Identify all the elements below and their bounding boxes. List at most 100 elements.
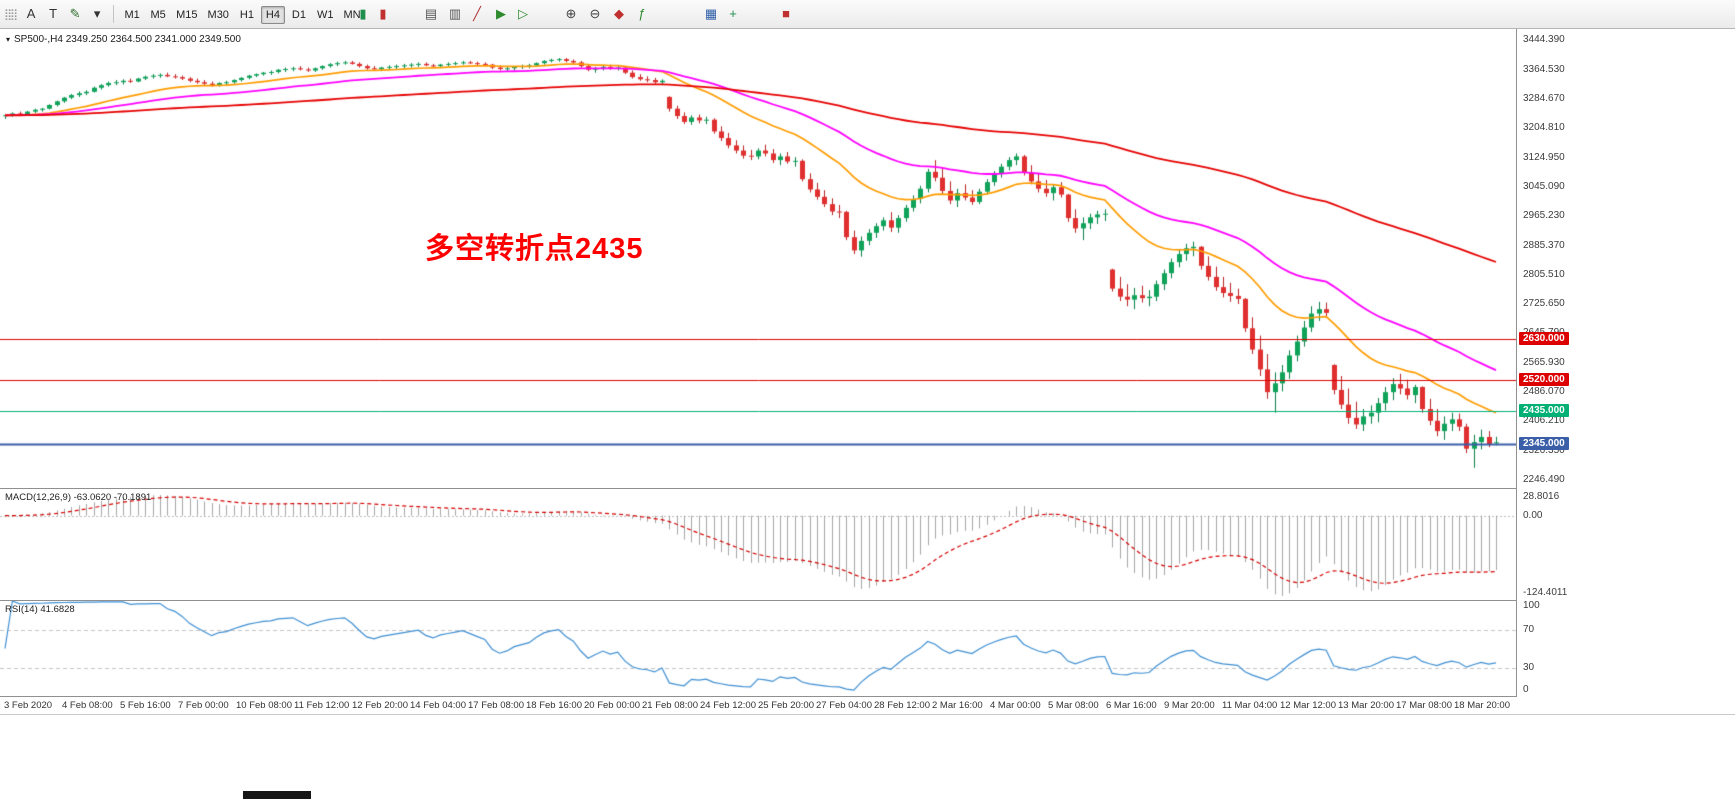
price-axis-label: 2805.510 [1523, 268, 1565, 280]
time-axis-label: 21 Feb 08:00 [642, 700, 698, 711]
chart-annotation-text[interactable]: 多空转折点2435 [425, 233, 644, 265]
time-axis-label: 4 Mar 00:00 [990, 700, 1041, 711]
time-axis-label: 3 Feb 2020 [4, 700, 53, 711]
rsi-axis-label: 100 [1523, 600, 1540, 611]
price-axis-label: 3364.530 [1523, 63, 1565, 75]
remove-object-icon[interactable]: ■ [782, 6, 790, 21]
macd-axis-min-label: -124.4011 [1523, 587, 1568, 598]
timeframe-button-w1[interactable]: W1 [316, 8, 334, 21]
price-line-tag: 2630.000 [1519, 332, 1569, 346]
taskbar-fragment [243, 791, 311, 799]
time-axis-label: 12 Mar 12:00 [1280, 700, 1336, 711]
time-axis-label: 10 Feb 08:00 [236, 700, 292, 711]
time-axis-label: 25 Feb 20:00 [758, 700, 814, 711]
price-axis[interactable]: 3444.390 3364.530 3284.670 3204.810 3124.950… [1518, 29, 1735, 489]
zoom-out-icon[interactable]: ⊖ [589, 6, 601, 21]
time-axis-label: 4 Feb 08:00 [62, 700, 113, 711]
toolbar-drag-handle-icon[interactable]: ⣿⣿ [4, 8, 18, 21]
price-axis-label: 3045.090 [1523, 180, 1565, 192]
timeframe-button-h4[interactable]: H4 [260, 5, 285, 24]
toolbar-separator [113, 5, 115, 23]
price-axis-label: 2725.650 [1523, 298, 1565, 310]
rsi-axis-label: 0 [1523, 684, 1529, 695]
top-toolbar: ⣿⣿ A T ✎ ▾ M1 M5 M15 M30 H1 H4 D1 W1 MN ▮ ▮ ▤ ▥ ╱ ▶ ▷ ⊕ ⊖ ◆ ƒ… [0, 0, 1735, 29]
macd-axis[interactable]: 28.8016 0.00 -124.4011 [1518, 489, 1735, 601]
time-axis-label: 17 Mar 08:00 [1396, 700, 1452, 711]
price-axis-label: 2406.210 [1523, 415, 1565, 427]
time-axis-label: 5 Feb 16:00 [120, 700, 171, 711]
price-axis-label: 2326.350 [1523, 444, 1565, 456]
draw-tool-icon[interactable]: ✎ [69, 6, 81, 21]
time-axis-label: 28 Feb 12:00 [874, 700, 930, 711]
price-axis-label: 2885.370 [1523, 239, 1565, 251]
timeframe-button-m1[interactable]: M1 [124, 8, 140, 21]
macd-axis-zero-label: 0.00 [1523, 509, 1543, 521]
add-indicator-icon[interactable]: ƒ [638, 6, 646, 21]
macd-axis-max-label: 28.8016 [1523, 491, 1560, 502]
main-chart-canvas[interactable] [0, 29, 1516, 488]
timeframe-toolbar: M1 M5 M15 M30 H1 H4 D1 W1 MN [119, 5, 365, 24]
time-axis-label: 17 Feb 08:00 [468, 700, 524, 711]
text-label-tool-icon[interactable]: A [26, 6, 36, 21]
price-line-tag: 2345.000 [1519, 436, 1569, 450]
rsi-axis[interactable]: 100 70 30 0 [1518, 600, 1735, 697]
price-axis-label: 3444.390 [1523, 34, 1565, 46]
time-axis-label: 27 Feb 04:00 [816, 700, 872, 711]
drawing-tools-group: A T ✎ ▾ [20, 4, 108, 24]
timeframe-button-h1[interactable]: H1 [239, 8, 254, 21]
price-axis-label: 3204.810 [1523, 122, 1565, 134]
time-axis-label: 2 Mar 16:00 [932, 700, 983, 711]
price-axis-label: 2965.230 [1523, 210, 1565, 222]
time-axis-label: 7 Feb 00:00 [178, 700, 229, 711]
new-order-icon[interactable]: ◆ [614, 6, 624, 21]
time-axis[interactable]: 3 Feb 2020 4 Feb 08:00 5 Feb 16:00 7 Feb 00… [0, 697, 1735, 715]
trendline-icon[interactable]: ╱ [473, 6, 481, 21]
timeframe-button-d1[interactable]: D1 [291, 8, 306, 21]
time-axis-label: 18 Feb 16:00 [526, 700, 582, 711]
grid-icon[interactable]: ▥ [448, 6, 462, 21]
rsi-label: RSI(14) 41.6828 [5, 604, 75, 615]
price-axis-label: 3124.950 [1523, 151, 1565, 163]
add-object-icon[interactable]: + [729, 6, 737, 21]
time-axis-label: 6 Mar 16:00 [1106, 700, 1157, 711]
time-axis-label: 5 Mar 08:00 [1048, 700, 1099, 711]
rsi-indicator-panel: RSI(14) 41.6828 [0, 601, 1517, 697]
macd-label: MACD(12,26,9) -63.0620 -70.1891 [5, 492, 152, 503]
rsi-axis-label: 70 [1523, 623, 1535, 635]
price-axis-label: 2565.930 [1523, 356, 1565, 368]
template-grid-icon[interactable]: ▦ [704, 6, 718, 21]
time-axis-label: 12 Feb 20:00 [352, 700, 408, 711]
zoom-in-icon[interactable]: ⊕ [565, 6, 577, 21]
auto-scroll-icon[interactable]: ▶ [496, 6, 506, 21]
timeframe-button-m5[interactable]: M5 [150, 8, 166, 21]
price-line-tag: 2520.000 [1519, 372, 1569, 386]
time-axis-label: 14 Feb 04:00 [410, 700, 466, 711]
candlestick-down-icon[interactable]: ▮ [379, 6, 387, 21]
rsi-canvas[interactable] [0, 601, 1516, 696]
candlestick-up-icon[interactable]: ▮ [359, 6, 367, 21]
time-axis-label: 18 Mar 20:00 [1454, 700, 1510, 711]
time-axis-label: 9 Mar 20:00 [1164, 700, 1215, 711]
one-click-trading-collapse-icon[interactable]: ▾ [6, 35, 11, 44]
timeframe-button-mn[interactable]: MN [343, 8, 361, 21]
time-axis-label: 13 Mar 20:00 [1338, 700, 1394, 711]
price-axis-label: 2486.070 [1523, 386, 1565, 398]
chart-symbol-ohlc-line: ▾ SP500-,H4 2349.250 2364.500 2341.000 23… [6, 34, 241, 45]
macd-canvas[interactable] [0, 489, 1516, 600]
price-line-tag: 2435.000 [1519, 403, 1569, 417]
price-axis-label: 3284.670 [1523, 92, 1565, 104]
price-axis-label: 2246.490 [1523, 474, 1565, 486]
main-chart-panel: ▾ SP500-,H4 2349.250 2364.500 2341.000 23… [0, 29, 1517, 489]
chart-shift-icon[interactable]: ▷ [518, 6, 528, 21]
timeframe-button-m30[interactable]: M30 [207, 8, 229, 21]
text-tool-icon[interactable]: T [49, 6, 58, 21]
time-axis-label: 24 Feb 12:00 [700, 700, 756, 711]
time-axis-label: 11 Feb 12:00 [294, 700, 350, 711]
time-axis-label: 11 Mar 04:00 [1222, 700, 1278, 711]
draw-tool-dropdown-icon[interactable]: ▾ [93, 6, 101, 21]
macd-indicator-panel: MACD(12,26,9) -63.0620 -70.1891 [0, 489, 1517, 601]
timeframe-button-m15[interactable]: M15 [176, 8, 198, 21]
symbol-ohlc-text: SP500-,H4 2349.250 2364.500 2341.000 234… [14, 34, 241, 45]
time-axis-label: 20 Feb 00:00 [584, 700, 640, 711]
bar-chart-icon[interactable]: ▤ [424, 6, 438, 21]
